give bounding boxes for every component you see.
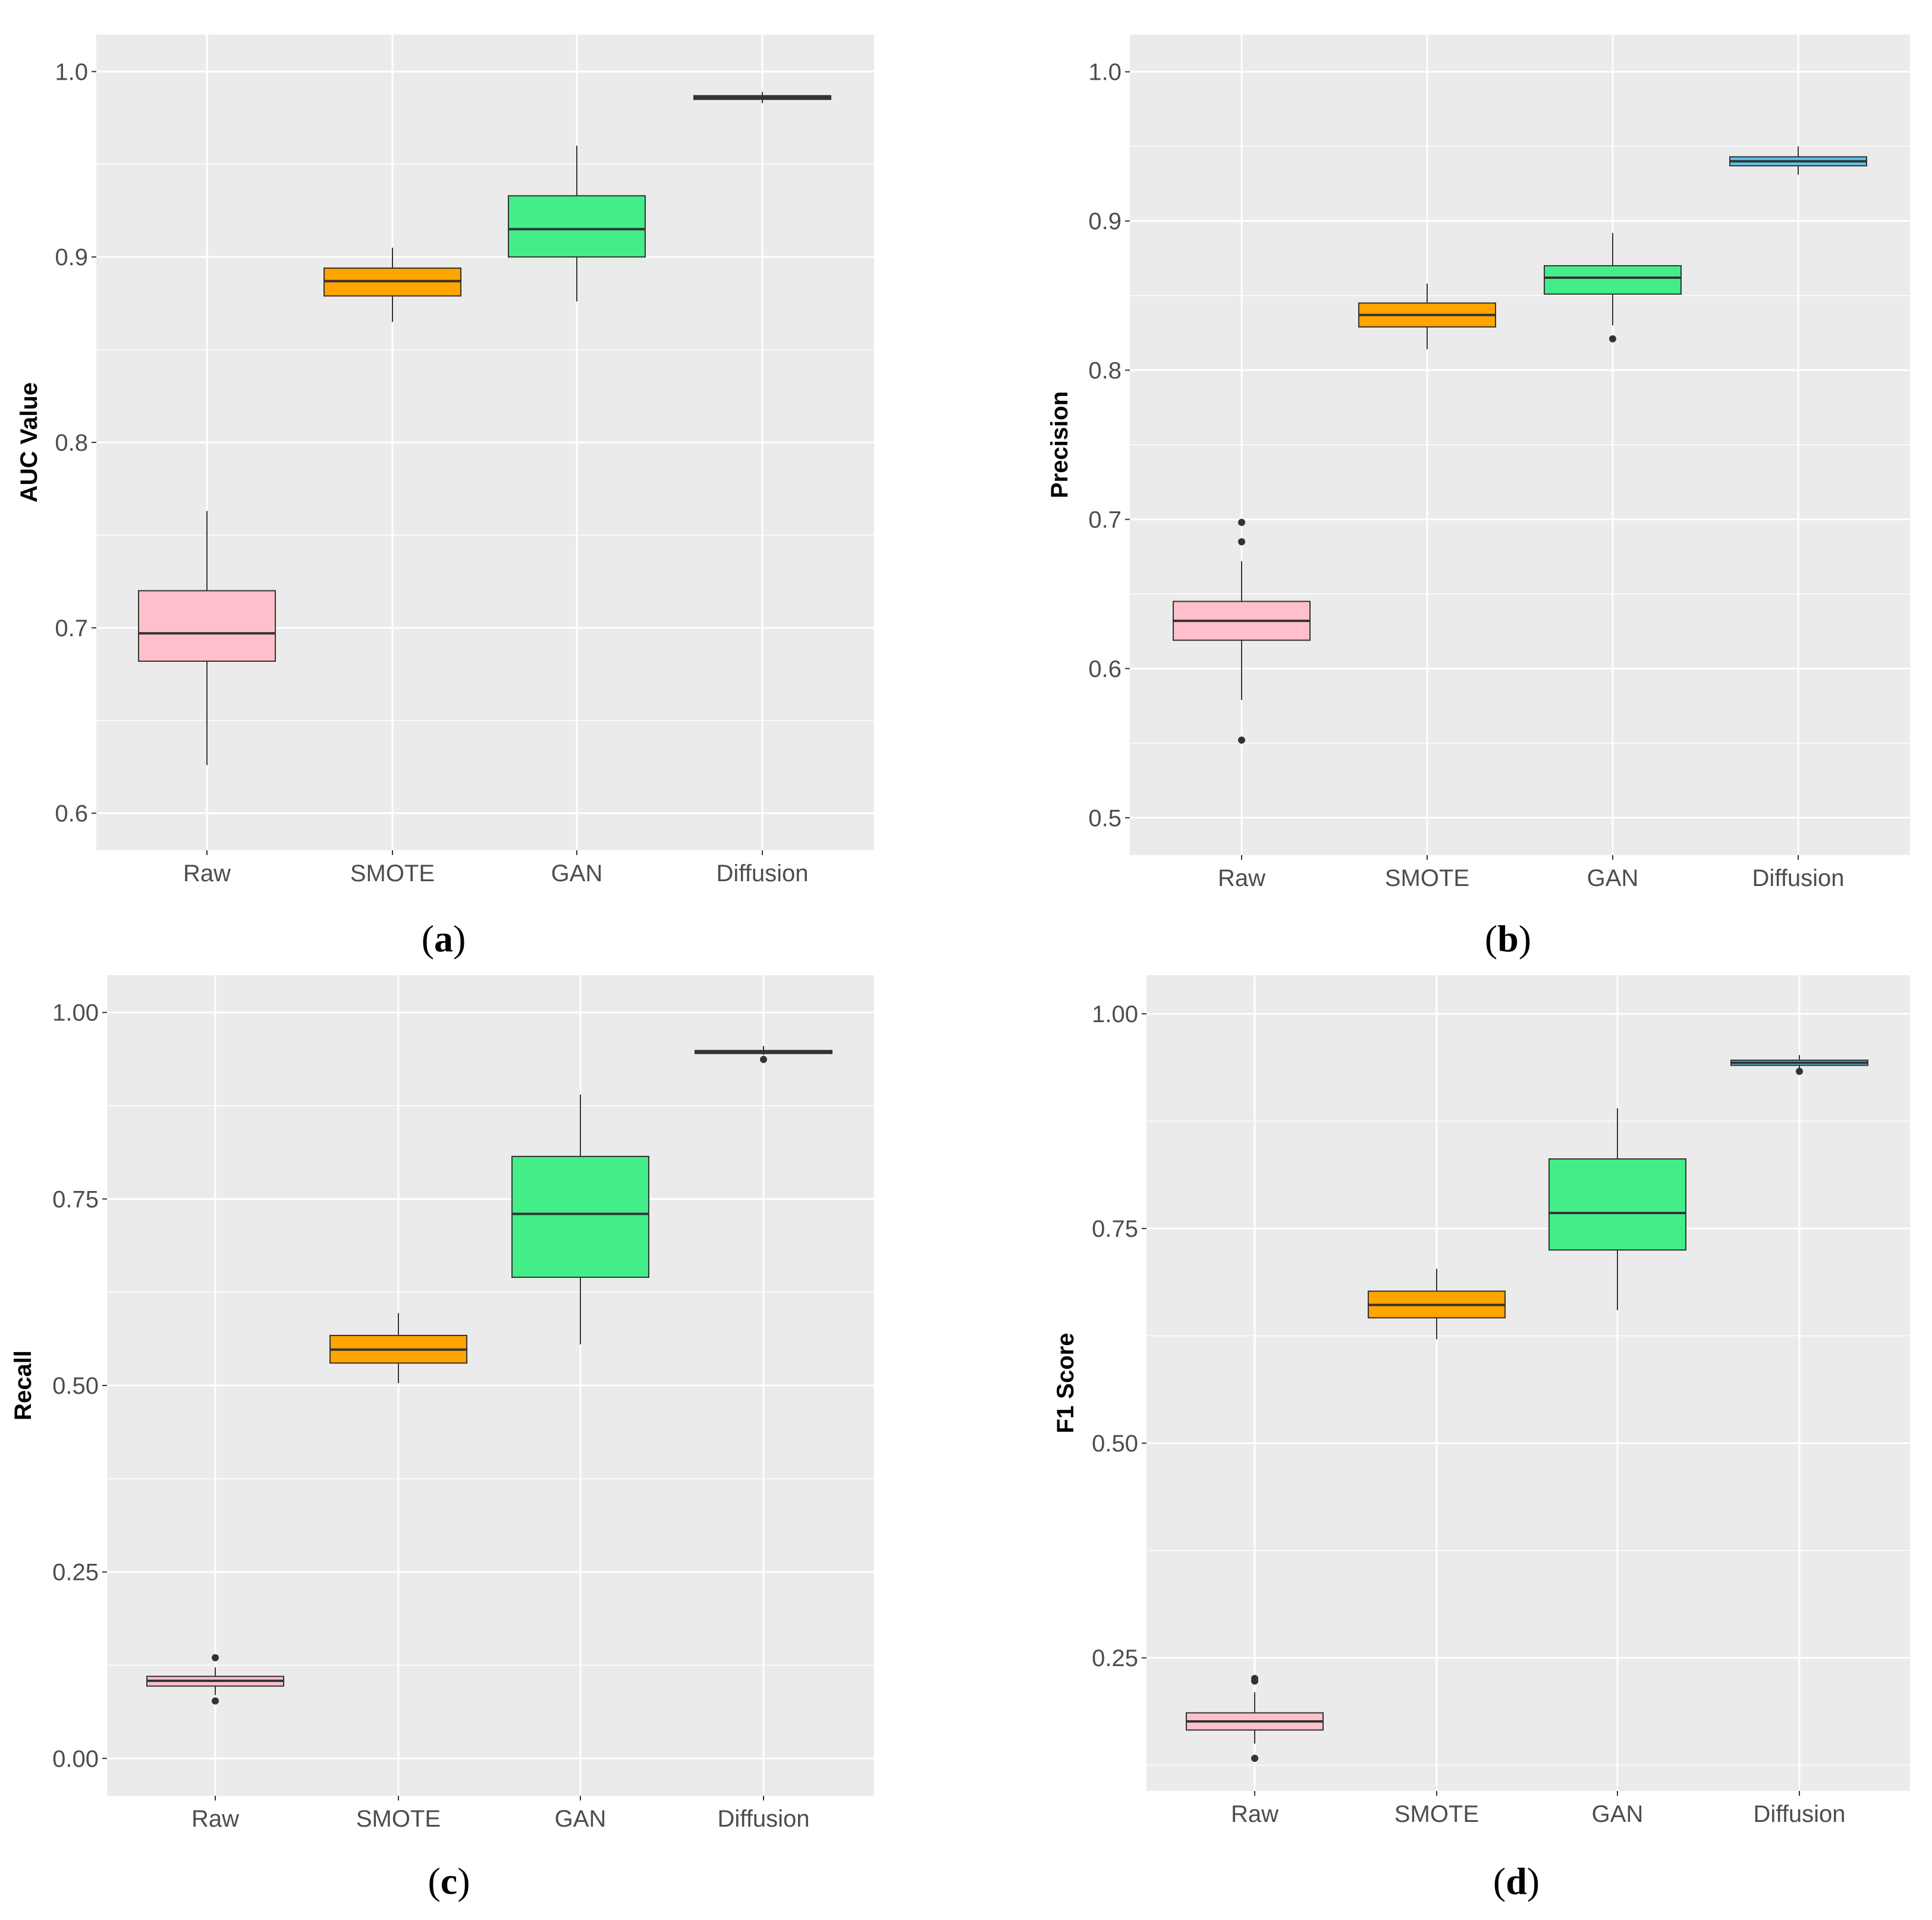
outlier-point bbox=[1609, 335, 1616, 342]
outlier-point bbox=[1238, 519, 1245, 526]
x-tick-label: SMOTE bbox=[350, 860, 435, 887]
outlier-point bbox=[212, 1654, 219, 1661]
x-tick-label: Diffusion bbox=[1754, 1801, 1846, 1827]
y-tick-label: 0.5 bbox=[1088, 805, 1121, 831]
x-tick-label: Raw bbox=[1218, 865, 1265, 891]
x-tick-label: Diffusion bbox=[1752, 865, 1845, 891]
outlier-point bbox=[212, 1697, 219, 1705]
x-tick-label: SMOTE bbox=[356, 1806, 441, 1832]
box-diffusion bbox=[1730, 1055, 1868, 1075]
y-axis-label: F1 Score bbox=[1053, 1333, 1079, 1434]
box-raw bbox=[146, 1654, 284, 1705]
box-diffusion bbox=[1729, 146, 1867, 175]
y-tick-label: 1.0 bbox=[1088, 59, 1121, 86]
y-tick-label: 0.6 bbox=[1088, 656, 1121, 682]
outlier-point bbox=[1251, 1755, 1258, 1762]
y-tick-label: 0.8 bbox=[55, 430, 88, 456]
iqr-box bbox=[1544, 265, 1682, 295]
x-tick-label: GAN bbox=[1592, 1801, 1644, 1827]
y-axis-label: Precision bbox=[1047, 391, 1073, 498]
box-diffusion bbox=[695, 1046, 833, 1063]
panel-caption: (d) bbox=[1493, 1860, 1540, 1902]
y-tick-label: 0.50 bbox=[1092, 1431, 1138, 1457]
y-tick-label: 0.8 bbox=[1088, 358, 1121, 384]
x-tick-label: Diffusion bbox=[718, 1806, 810, 1832]
x-tick-label: GAN bbox=[551, 860, 603, 887]
box-smote bbox=[329, 1313, 467, 1384]
x-tick-label: Raw bbox=[1231, 1801, 1278, 1827]
iqr-box bbox=[511, 1155, 649, 1278]
box-gan bbox=[1548, 1108, 1686, 1311]
y-axis-label: AUC Value bbox=[16, 382, 42, 502]
x-tick-label: SMOTE bbox=[1385, 865, 1469, 891]
y-tick-label: 0.75 bbox=[1092, 1216, 1138, 1242]
outlier-point bbox=[760, 1055, 767, 1063]
y-tick-label: 0.7 bbox=[1088, 507, 1121, 533]
y-tick-label: 1.0 bbox=[55, 59, 88, 85]
y-tick-label: 0.00 bbox=[52, 1746, 99, 1772]
box-smote bbox=[1358, 284, 1496, 350]
panel-b: 0.50.60.70.80.91.0 Raw SMOTE GAN Diffusion … bbox=[1047, 34, 1910, 960]
panel-a: 0.6 0.7 0.8 0.9 1.0 Raw SMOTE GAN Diffusion AUC… bbox=[16, 34, 874, 960]
iqr-box bbox=[1548, 1158, 1686, 1251]
caption-letter: d bbox=[1506, 1860, 1527, 1902]
outlier-point bbox=[1238, 538, 1245, 546]
box-raw bbox=[1186, 1674, 1324, 1762]
x-tick-label: Raw bbox=[183, 860, 231, 887]
y-tick-label: 0.50 bbox=[52, 1373, 99, 1399]
iqr-box bbox=[138, 590, 276, 662]
y-tick-label: 0.9 bbox=[55, 244, 88, 271]
caption-letter: a bbox=[434, 917, 453, 960]
y-axis-label: Recall bbox=[10, 1350, 36, 1421]
y-tick-label: 0.9 bbox=[1088, 209, 1121, 235]
panel-c: 0.00 0.25 0.50 0.75 1.00 Raw SMOTE GAN Diffusio… bbox=[10, 975, 874, 1902]
panel-caption: (c) bbox=[428, 1860, 470, 1902]
x-tick-label: GAN bbox=[1587, 865, 1639, 891]
panel-caption: (b) bbox=[1485, 917, 1531, 960]
box-raw bbox=[1173, 519, 1311, 744]
box-raw bbox=[138, 511, 276, 765]
panel-caption: (a) bbox=[422, 917, 466, 960]
x-tick-label: GAN bbox=[555, 1806, 607, 1832]
box-gan bbox=[1544, 232, 1682, 342]
x-tick-label: SMOTE bbox=[1394, 1801, 1479, 1827]
caption-letter: c bbox=[441, 1860, 457, 1902]
box-gan bbox=[508, 146, 646, 302]
caption-letter: b bbox=[1497, 917, 1519, 960]
x-tick-label: Raw bbox=[191, 1806, 239, 1832]
box-smote bbox=[323, 247, 461, 322]
y-tick-label: 1.00 bbox=[1092, 1001, 1138, 1027]
y-tick-label: 0.25 bbox=[52, 1560, 99, 1586]
outlier-point bbox=[1238, 736, 1245, 744]
y-tick-label: 0.75 bbox=[52, 1186, 99, 1212]
y-tick-label: 1.00 bbox=[52, 1000, 99, 1026]
outlier-point bbox=[1796, 1067, 1803, 1075]
box-smote bbox=[1368, 1268, 1506, 1340]
y-tick-label: 0.25 bbox=[1092, 1645, 1138, 1671]
y-tick-label: 0.7 bbox=[55, 615, 88, 642]
box-gan bbox=[511, 1094, 649, 1344]
panel-d: 0.25 0.50 0.75 1.00 Raw SMOTE GAN Diffusion F1… bbox=[1053, 975, 1910, 1902]
box-diffusion bbox=[693, 92, 831, 103]
y-tick-label: 0.6 bbox=[55, 801, 88, 827]
plot-background bbox=[1146, 975, 1910, 1791]
outlier-point bbox=[1251, 1674, 1258, 1682]
iqr-box bbox=[508, 195, 646, 258]
x-tick-label: Diffusion bbox=[717, 860, 809, 887]
